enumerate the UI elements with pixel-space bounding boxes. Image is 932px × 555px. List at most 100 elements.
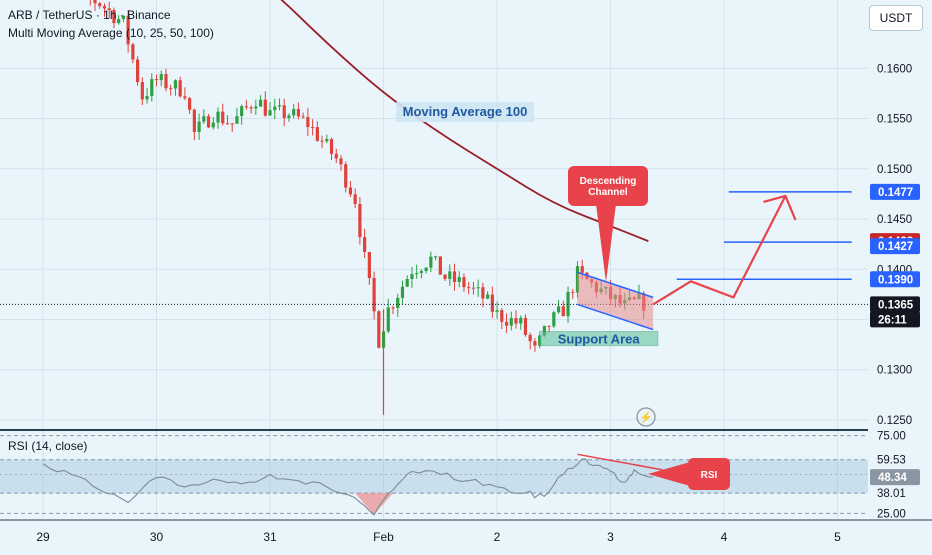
candle-body	[377, 311, 381, 348]
candle-body	[571, 291, 575, 293]
candle	[126, 9, 130, 53]
candle-body	[514, 318, 518, 324]
candle	[462, 273, 466, 292]
candle-body	[358, 204, 362, 238]
candle-body	[136, 59, 140, 83]
candle-body	[131, 44, 135, 60]
time-tick-label: 4	[721, 530, 728, 544]
candle	[268, 102, 272, 116]
candle	[448, 264, 452, 286]
candle-body	[117, 18, 121, 24]
rsi-text: RSI (14, close)	[8, 439, 88, 453]
currency-button[interactable]: USDT	[869, 5, 923, 31]
candle	[353, 188, 357, 208]
candle-body	[519, 317, 523, 324]
candle	[528, 332, 532, 350]
candle	[419, 269, 423, 279]
candle-body	[254, 106, 258, 109]
candle	[424, 266, 428, 274]
candle	[490, 286, 494, 319]
candle-body	[249, 107, 253, 109]
rsi-title[interactable]: RSI (14, close)	[8, 439, 87, 453]
candle-body	[197, 121, 201, 132]
price-label-box	[870, 238, 920, 255]
candle-body	[221, 111, 225, 124]
candle	[344, 161, 348, 193]
candle	[102, 3, 107, 17]
price-tick-label: 0.1550	[877, 114, 912, 126]
candle	[235, 107, 239, 124]
candle-body	[419, 271, 423, 273]
candle-body	[528, 334, 532, 342]
candle-body	[556, 306, 561, 313]
time-tick-label: 31	[263, 530, 277, 544]
time-tick-label: 2	[494, 530, 501, 544]
candle	[121, 15, 126, 23]
candle-body	[429, 256, 433, 268]
candle	[178, 76, 182, 98]
candle-body	[159, 74, 163, 81]
channel-callout-box	[568, 166, 648, 206]
candle	[486, 291, 490, 300]
candle	[98, 1, 102, 9]
candle	[325, 134, 329, 143]
candle-body	[315, 127, 319, 141]
candle	[254, 99, 258, 115]
moving-average-100-line	[280, 0, 649, 242]
candle	[315, 121, 319, 143]
indicator-title[interactable]: Multi Moving Average (10, 25, 50, 100)	[8, 26, 214, 40]
rsi-level-label: 25.00	[877, 508, 906, 520]
candle-body	[112, 10, 116, 24]
candle	[273, 98, 277, 120]
rsi-callout-box	[688, 458, 730, 490]
rsi-callout-pointer	[648, 462, 690, 486]
price-label-text: 0.1427	[878, 241, 913, 253]
candle	[301, 112, 305, 119]
candle-body	[240, 106, 244, 117]
candle	[556, 299, 561, 314]
candle-body	[320, 140, 324, 142]
candle	[523, 314, 528, 337]
support-area-box	[539, 331, 659, 347]
symbol-title[interactable]: ARB / TetherUS · 1h · Binance	[8, 8, 171, 22]
candle-body	[566, 291, 570, 317]
candle-body	[277, 105, 282, 107]
candle-body	[471, 287, 476, 289]
candle-body	[580, 266, 584, 273]
candle	[377, 310, 381, 349]
candle-body	[443, 274, 447, 279]
candle-body	[140, 82, 144, 100]
candle	[150, 73, 154, 102]
candle-body	[301, 116, 305, 118]
candle-body	[386, 307, 390, 332]
price-tick-label: 0.1300	[877, 365, 912, 377]
candle	[202, 109, 206, 125]
candle-body	[372, 278, 376, 312]
rsi-middle-band	[0, 459, 868, 494]
lightning-icon-glyph: ⚡	[639, 411, 653, 424]
candle-body	[211, 122, 215, 128]
candle-body	[457, 277, 461, 282]
candle	[415, 264, 419, 279]
time-tick-label: 3	[607, 530, 614, 544]
candle	[358, 197, 362, 245]
candle	[400, 280, 405, 305]
candle	[159, 70, 163, 87]
time-tick-label: Feb	[373, 530, 394, 544]
candle	[258, 95, 263, 107]
candle	[561, 300, 565, 317]
candle-body	[192, 109, 196, 132]
candle-body	[121, 15, 126, 19]
candle-body	[178, 80, 182, 97]
candle-body	[169, 88, 173, 90]
candle	[481, 282, 485, 308]
candle-body	[415, 272, 419, 275]
candle-body	[490, 294, 494, 312]
price-tick-label: 0.1500	[877, 164, 912, 176]
candle-body	[363, 237, 367, 253]
candle-body	[329, 139, 334, 154]
candle	[405, 275, 409, 288]
candle-body	[244, 106, 248, 108]
